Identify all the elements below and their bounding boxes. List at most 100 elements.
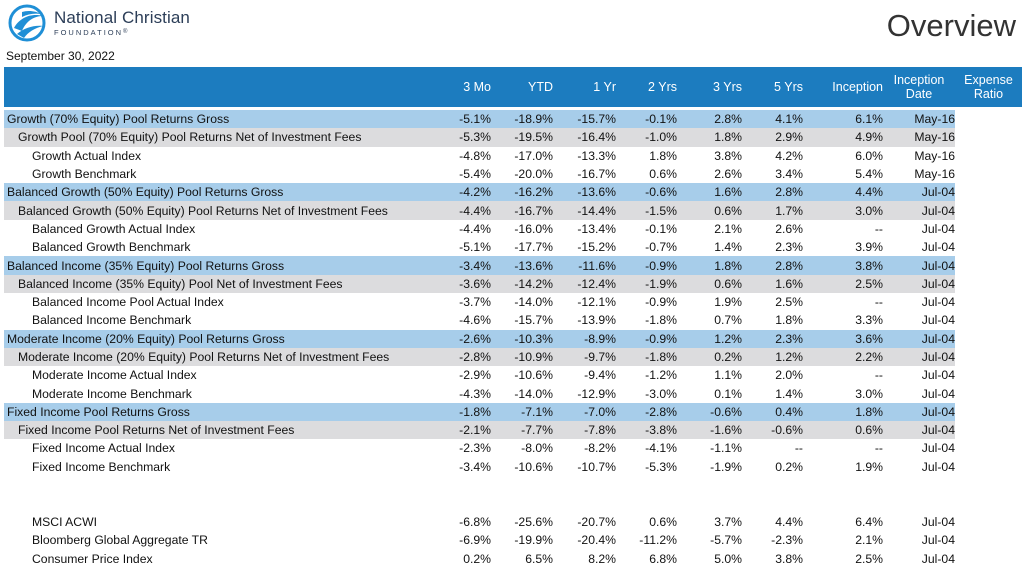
cell-expense-ratio (955, 329, 1022, 348)
cell-inception: 5.4% (855, 167, 883, 182)
cell-3mo: -3.4% (459, 459, 491, 474)
cell-3yrs: 1.4% (714, 240, 742, 255)
table-row: Growth Pool (70% Equity) Pool Returns Ne… (4, 128, 1022, 147)
cell-2yrs: 1.8% (649, 148, 677, 163)
cell-inception-date: Jul-04 (883, 347, 955, 367)
cell-inception-date: May-16 (914, 167, 955, 182)
cell-inception: 6.0% (855, 148, 883, 163)
page-title: Overview (886, 8, 1016, 43)
cell-5yrs: 1.7% (742, 201, 803, 220)
table-row: Consumer Price Index 0.2% 6.5% 8.2% 6.8% 5.0%… (4, 550, 1022, 568)
cell-inception: 6.1% (803, 110, 883, 129)
cell-5yrs: -0.6% (742, 421, 803, 440)
cell-inception: 6.4% (855, 515, 883, 530)
column-header-expense-ratio: Expense Ratio (964, 73, 1013, 101)
cell-2yrs: -0.9% (616, 256, 677, 275)
cell-3mo: -5.3% (436, 128, 491, 147)
cell-1yr: -11.6% (553, 256, 616, 275)
cell-2yrs: -2.8% (616, 402, 677, 422)
cell-ytd: -16.2% (491, 183, 553, 202)
cell-3mo: -1.8% (436, 402, 491, 422)
logo-subtitle: FOUNDATION® (54, 28, 130, 38)
cell-ytd: -20.0% (514, 167, 553, 182)
cell-2yrs: -1.2% (645, 368, 677, 383)
cell-ytd: -8.0% (521, 441, 553, 456)
cell-3yrs: 1.9% (714, 295, 742, 310)
cell-3yrs: 1.1% (714, 368, 742, 383)
cell-3yrs: 0.6% (677, 201, 742, 220)
cell-inception: 2.5% (803, 274, 883, 293)
cell-2yrs: -1.8% (616, 347, 677, 367)
cell-inception-date: Jul-04 (921, 533, 955, 548)
cell-inception: 0.6% (803, 421, 883, 440)
cell-1yr: -12.9% (577, 386, 616, 401)
column-header-3yrs: 3 Yrs (713, 80, 742, 94)
cell-ytd: -10.9% (491, 347, 553, 367)
cell-3mo: -4.6% (459, 313, 491, 328)
cell-inception-date: Jul-04 (921, 515, 955, 530)
cell-3yrs: -1.9% (710, 459, 742, 474)
cell-2yrs: -1.8% (645, 313, 677, 328)
cell-ytd: -14.0% (514, 295, 553, 310)
cell-3mo: -3.4% (436, 256, 491, 275)
cell-2yrs: -3.8% (616, 421, 677, 440)
cell-expense-ratio (955, 238, 1022, 256)
cell-1yr: -9.7% (553, 347, 616, 367)
cell-inception: 2.5% (855, 551, 883, 566)
cell-2yrs: -4.1% (645, 441, 677, 456)
cell-name: Fixed Income Actual Index (32, 441, 175, 456)
table-row: Fixed Income Pool Returns Net of Investm… (4, 421, 1022, 440)
cell-inception-date: Jul-04 (921, 313, 955, 328)
cell-name: MSCI ACWI (32, 515, 98, 530)
column-header-ytd: YTD (528, 80, 553, 94)
table-row (4, 494, 1022, 513)
cell-3yrs: 0.7% (714, 313, 742, 328)
cell-5yrs: 1.4% (775, 386, 803, 401)
cell-ytd: -19.5% (491, 128, 553, 147)
cell-ytd: -7.1% (491, 402, 553, 422)
returns-table: 3 Mo YTD 1 Yr 2 Yrs 3 Yrs 5 Yrs Inceptio… (4, 67, 1022, 568)
cell-3yrs: 0.1% (714, 386, 742, 401)
cell-inception-date: Jul-04 (921, 459, 955, 474)
cell-3yrs: 2.8% (677, 110, 742, 129)
table-row: Moderate Income Actual Index -2.9% -10.6% -… (4, 366, 1022, 384)
table-row: Balanced Income (35% Equity) Pool Net of… (4, 274, 1022, 293)
cell-5yrs: -2.3% (771, 533, 803, 548)
column-header-5yrs: 5 Yrs (774, 80, 803, 94)
cell-inception-date: Jul-04 (883, 201, 955, 220)
cell-inception-date: May-16 (914, 148, 955, 163)
cell-3mo: -4.3% (459, 386, 491, 401)
cell-3mo: -6.9% (459, 533, 491, 548)
cell-name: Growth Pool (70% Equity) Pool Returns Ne… (4, 128, 436, 147)
table-row: Balanced Growth Actual Index -4.4% -16.0% -… (4, 220, 1022, 238)
cell-inception: 3.9% (855, 240, 883, 255)
cell-2yrs: -0.1% (616, 110, 677, 129)
cell-name: Balanced Income (35% Equity) Pool Net of… (4, 274, 436, 293)
cell-name: Balanced Growth Benchmark (32, 240, 191, 255)
cell-inception: 1.8% (803, 402, 883, 422)
cell-ytd: -16.7% (491, 201, 553, 220)
cell-3mo: -2.9% (459, 368, 491, 383)
cell-2yrs: -0.6% (616, 183, 677, 202)
cell-1yr: -8.9% (553, 329, 616, 348)
cell-1yr: -15.7% (553, 110, 616, 129)
cell-3yrs: 0.2% (677, 347, 742, 367)
cell-expense-ratio (955, 293, 1022, 311)
cell-3mo: -2.3% (459, 441, 491, 456)
cell-name: Moderate Income (20% Equity) Pool Return… (4, 329, 436, 348)
cell-3yrs: 3.7% (714, 515, 742, 530)
cell-inception-date: Jul-04 (921, 295, 955, 310)
cell-name: Fixed Income Pool Returns Gross (4, 402, 436, 422)
cell-name: Balanced Income Pool Actual Index (32, 295, 224, 310)
cell-5yrs: 4.2% (775, 148, 803, 163)
cell-5yrs: -- (794, 441, 803, 456)
cell-ytd: -19.9% (514, 533, 553, 548)
cell-2yrs: -1.5% (616, 201, 677, 220)
cell-1yr: -7.8% (553, 421, 616, 440)
table-row: Growth (70% Equity) Pool Returns Gross -5… (4, 110, 1022, 129)
cell-inception: 2.1% (855, 533, 883, 548)
cell-2yrs: -5.3% (645, 459, 677, 474)
cell-3mo: -4.4% (459, 221, 491, 236)
cell-5yrs: 2.8% (742, 183, 803, 202)
table-row: Moderate Income Benchmark -4.3% -14.0% -12.… (4, 384, 1022, 402)
